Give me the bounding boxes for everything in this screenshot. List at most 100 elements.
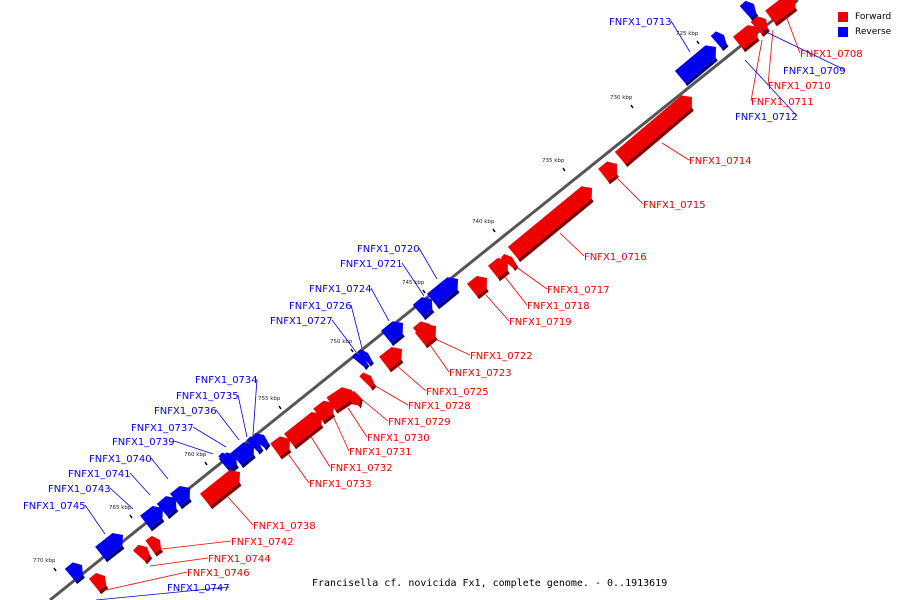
gene-name: FNFX1_0716 — [584, 252, 647, 263]
gene-FNFX1_0715[interactable] — [598, 161, 620, 185]
gene-name: FNFX1_0719 — [509, 317, 572, 328]
gene-label-FNFX1_0728: FNFX1_0728 — [371, 383, 471, 412]
leader-line — [504, 276, 528, 306]
gene-FNFX1_0721[interactable] — [412, 297, 435, 321]
gene-name: FNFX1_0728 — [408, 401, 471, 412]
gene-name: FNFX1_0718 — [527, 301, 590, 312]
gene-shadow — [625, 107, 694, 168]
gene-label-FNFX1_0745: FNFX1_0745 — [23, 501, 106, 535]
gene-FNFX1_0718[interactable] — [488, 257, 510, 282]
gene-FNFX1_0720[interactable] — [426, 277, 460, 310]
gene-FNFX1_0727[interactable] — [351, 352, 370, 371]
gene-shadow — [497, 270, 510, 282]
gene-body — [488, 257, 508, 279]
gene-FNFX1_0726[interactable] — [357, 349, 374, 367]
gene-name: FNFX1_0740 — [89, 454, 152, 465]
tick-mark — [204, 461, 208, 466]
gene-FNFX1_0738[interactable] — [200, 470, 242, 510]
gene-FNFX1_0728[interactable] — [359, 372, 377, 391]
leader-line — [347, 407, 368, 438]
gene-FNFX1_0709[interactable] — [739, 0, 759, 21]
leader-line — [129, 472, 151, 496]
gene-shadow — [104, 545, 125, 563]
gene-label-FNFX1_0744: FNFX1_0744 — [149, 554, 271, 567]
leader-line — [661, 142, 690, 161]
gene-body — [614, 95, 692, 165]
leader-line — [418, 247, 438, 280]
gene-FNFX1_0734[interactable] — [251, 433, 271, 451]
legend-reverse-label: Reverse — [855, 26, 892, 37]
gene-FNFX1_0732[interactable] — [284, 412, 324, 450]
gene-FNFX1_0712[interactable] — [710, 31, 729, 52]
gene-FNFX1_0743[interactable] — [140, 505, 165, 532]
gene-label-FNFX1_0738: FNFX1_0738 — [227, 496, 316, 532]
gene-FNFX1_0740[interactable] — [170, 485, 192, 510]
gene-name: FNFX1_0729 — [388, 417, 451, 428]
gene-FNFX1_0746[interactable] — [88, 572, 109, 595]
tick-mark — [422, 289, 426, 294]
gene-name: FNFX1_0741 — [68, 469, 131, 480]
gene-FNFX1_0733[interactable] — [270, 436, 292, 460]
gene-FNFX1_0731[interactable] — [313, 400, 336, 425]
gene-body — [412, 297, 433, 318]
gene-FNFX1_0744[interactable] — [133, 544, 153, 565]
gene-label-FNFX1_0747: FNFX1_0747 — [95, 583, 230, 600]
tick-4: 740 kbp — [472, 219, 496, 233]
gene-shadow — [279, 449, 292, 460]
gene-FNFX1_0747[interactable] — [64, 562, 85, 585]
gene-body — [170, 485, 190, 507]
tick-mark — [696, 40, 700, 45]
gene-name: FNFX1_0732 — [330, 463, 393, 474]
gene-name: FNFX1_0736 — [154, 406, 217, 417]
gene-FNFX1_0725[interactable] — [379, 346, 404, 373]
tick-layer: 725 kbp 730 kbp 735 kbp 740 kbp 745 kbp 750 k… — [33, 31, 700, 572]
leader-line — [370, 287, 390, 322]
tick-label: 750 kbp — [330, 339, 353, 345]
leader-line — [670, 20, 691, 53]
gene-FNFX1_0724[interactable] — [380, 321, 405, 347]
gene-label-FNFX1_0710: FNFX1_0710 — [767, 29, 831, 92]
gene-FNFX1_0714[interactable] — [614, 95, 694, 168]
tick-label: 725 kbp — [676, 31, 699, 37]
leader-line — [430, 336, 471, 356]
gene-label-FNFX1_0735: FNFX1_0735 — [176, 391, 248, 438]
gene-FNFX1_0736[interactable] — [230, 442, 256, 469]
gene-name: FNFX1_0713 — [609, 17, 672, 28]
gene-FNFX1_0723[interactable] — [414, 324, 438, 349]
gene-FNFX1_0741[interactable] — [156, 496, 179, 520]
gene-shadow — [179, 498, 192, 510]
gene-FNFX1_0713[interactable] — [674, 45, 718, 87]
gene-shadow — [154, 549, 164, 557]
gene-body — [750, 16, 768, 34]
gene-FNFX1_0716[interactable] — [507, 186, 594, 263]
tick-mark — [562, 167, 566, 172]
gene-FNFX1_0742[interactable] — [145, 535, 164, 557]
gene-shadow — [264, 442, 271, 451]
gene-FNFX1_0711[interactable] — [733, 25, 760, 53]
gene-label-FNFX1_0740: FNFX1_0740 — [89, 454, 169, 480]
gene-label-FNFX1_0719: FNFX1_0719 — [485, 294, 572, 328]
gene-name: FNFX1_0742 — [231, 537, 294, 548]
gene-name: FNFX1_0709 — [783, 66, 846, 77]
gene-shadow — [476, 288, 489, 300]
leader-line — [237, 394, 248, 438]
legend-forward-label: Forward — [855, 11, 892, 22]
gene-body — [674, 45, 716, 84]
gene-shadow — [335, 400, 353, 414]
gene-body — [251, 433, 269, 448]
gene-shadow — [750, 12, 759, 21]
leader-line — [427, 341, 450, 373]
gene-label-FNFX1_0709: FNFX1_0709 — [761, 29, 846, 77]
gene-shadow — [322, 413, 336, 425]
leader-line — [288, 454, 310, 484]
gene-FNFX1_0739[interactable] — [218, 452, 236, 471]
gene-FNFX1_0710[interactable] — [750, 16, 770, 37]
gene-body — [414, 324, 436, 346]
leader-line — [350, 304, 363, 349]
tick-1: 725 kbp — [676, 31, 700, 45]
gene-shadow — [425, 336, 438, 349]
gene-shadow — [209, 482, 242, 510]
gene-name: FNFX1_0711 — [751, 97, 814, 108]
gene-FNFX1_0745[interactable] — [95, 533, 125, 563]
gene-FNFX1_0719[interactable] — [467, 275, 489, 300]
